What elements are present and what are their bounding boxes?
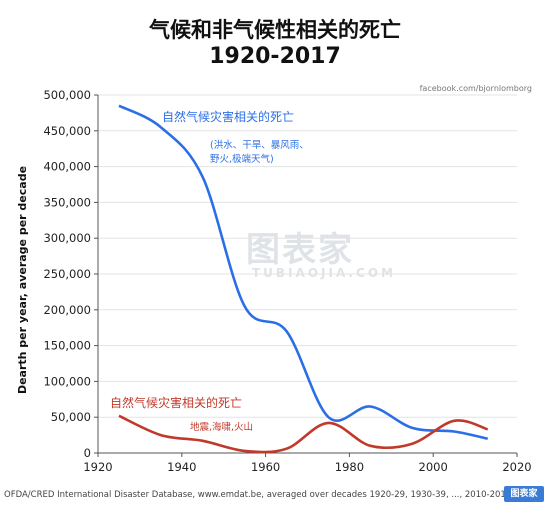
- chart-title: 气候和非气候性相关的死亡: [149, 18, 401, 42]
- series-annotation-0: (洪水、干旱、暴风雨、野火,极端天气): [210, 139, 309, 165]
- y-tick-label: 400,000: [43, 160, 91, 174]
- source-note: OFDA/CRED International Disaster Databas…: [4, 490, 512, 500]
- y-tick-label: 0: [84, 446, 91, 460]
- x-tick-label: 2020: [502, 460, 531, 474]
- series-lines: [118, 104, 489, 454]
- y-tick-label: 300,000: [43, 231, 91, 245]
- series-labels: 自然气候灾害相关的死亡 (洪水、干旱、暴风雨、野火,极端天气) 自然气候灾害相关的死…: [110, 109, 309, 433]
- x-tick-label: 1980: [335, 460, 364, 474]
- watermark-subtext: TUBIAOJIA.COM: [252, 266, 396, 280]
- credit-text: facebook.com/bjornlomborg: [419, 84, 532, 93]
- y-tick-label: 350,000: [43, 195, 91, 209]
- x-tick-label: 2000: [419, 460, 448, 474]
- series-label-0: 自然气候灾害相关的死亡: [162, 109, 294, 124]
- x-tick-label: 1920: [83, 460, 112, 474]
- y-tick-label: 450,000: [43, 124, 91, 138]
- brand-logo: 图表家: [504, 486, 544, 502]
- y-tick-label: 200,000: [43, 303, 91, 317]
- chart-subtitle: 1920-2017: [209, 44, 341, 69]
- y-tick-label: 100,000: [43, 374, 91, 388]
- y-tick-label: 50,000: [51, 410, 91, 424]
- y-axis-label: Dearth per year, average per decade: [16, 166, 29, 394]
- x-tick-label: 1960: [251, 460, 280, 474]
- y-axis-ticks: 0 50,000 100,000 150,000 200,000 250,000 300,0…: [43, 88, 98, 460]
- series-line-0: [118, 104, 488, 440]
- x-tick-label: 1940: [167, 460, 196, 474]
- y-tick-label: 150,000: [43, 339, 91, 353]
- y-tick-label: 500,000: [43, 88, 91, 102]
- series-label-1: 自然气候灾害相关的死亡: [110, 395, 242, 410]
- series-line-1: [118, 414, 489, 454]
- watermark-text: 图表家: [246, 230, 354, 270]
- x-axis-ticks: 1920 1940 1960 1980 2000 2020: [83, 453, 532, 474]
- grid-lines: [98, 94, 517, 418]
- series-annotation-1: 地震,海啸,火山: [190, 421, 253, 433]
- y-tick-label: 250,000: [43, 267, 91, 281]
